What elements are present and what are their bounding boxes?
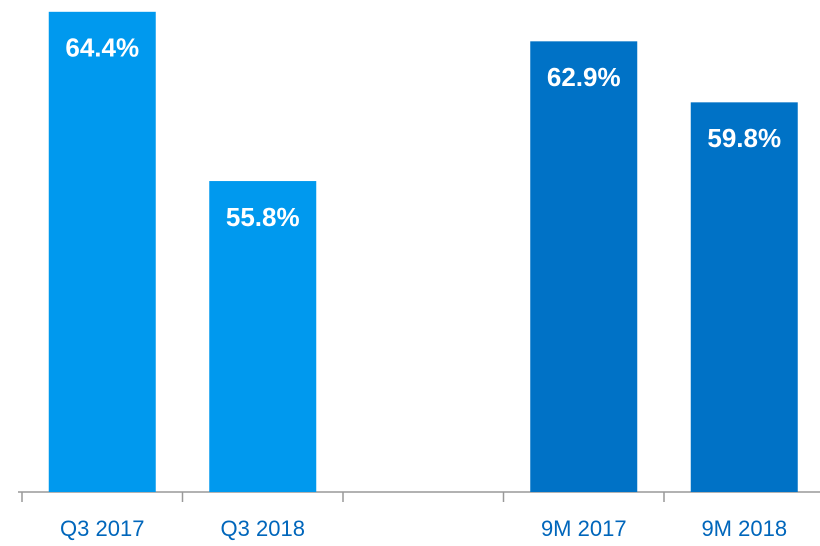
value-label: 62.9% (547, 62, 621, 92)
bar (690, 102, 798, 492)
x-tick-label: 9M 2017 (541, 516, 627, 541)
bar (209, 181, 317, 492)
x-tick-label: Q3 2018 (221, 516, 305, 541)
bar (48, 11, 156, 492)
value-label: 64.4% (65, 33, 139, 63)
value-label: 59.8% (707, 123, 781, 153)
x-tick-label: 9M 2018 (701, 516, 787, 541)
x-tick-label: Q3 2017 (60, 516, 144, 541)
value-label: 55.8% (226, 202, 300, 232)
bar (530, 41, 638, 492)
